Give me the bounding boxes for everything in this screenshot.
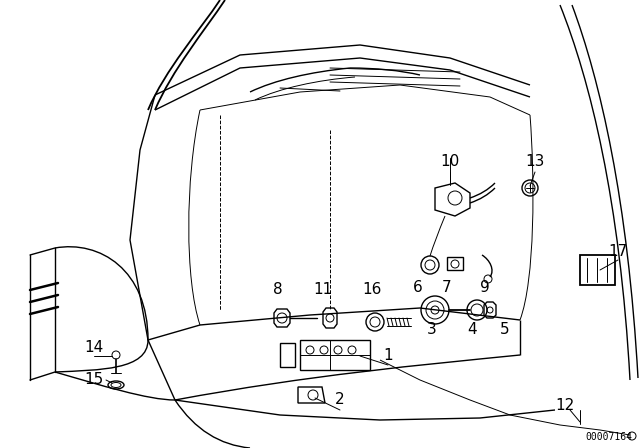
Text: 16: 16	[362, 283, 381, 297]
Text: 00007164: 00007164	[585, 432, 632, 442]
Text: 15: 15	[84, 372, 104, 388]
Text: 8: 8	[273, 283, 283, 297]
Text: 5: 5	[500, 323, 510, 337]
Text: 17: 17	[609, 245, 628, 259]
Text: 3: 3	[427, 323, 437, 337]
Text: 7: 7	[442, 280, 452, 296]
Text: 9: 9	[480, 280, 490, 296]
Text: 6: 6	[413, 280, 423, 296]
Text: 4: 4	[467, 323, 477, 337]
Text: 10: 10	[440, 155, 460, 169]
Text: 13: 13	[525, 155, 545, 169]
Text: 11: 11	[314, 283, 333, 297]
Text: 14: 14	[84, 340, 104, 356]
Text: 1: 1	[383, 348, 393, 362]
Text: 12: 12	[556, 397, 575, 413]
Polygon shape	[435, 183, 470, 216]
Text: 2: 2	[335, 392, 345, 408]
